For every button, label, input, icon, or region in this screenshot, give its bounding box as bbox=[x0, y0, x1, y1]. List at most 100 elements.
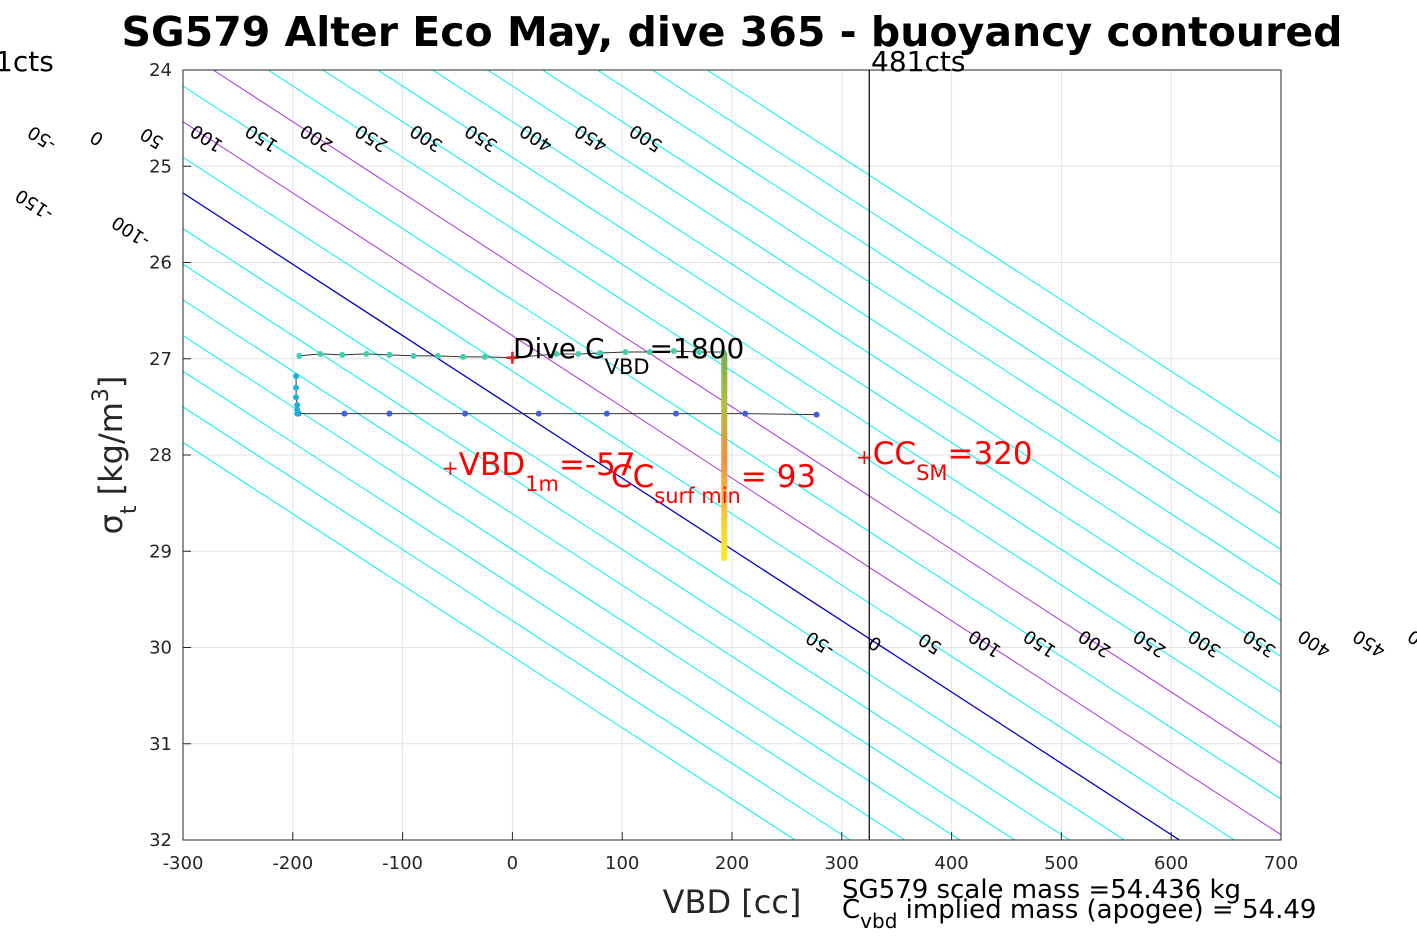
series-point bbox=[553, 350, 560, 357]
contour-line bbox=[183, 370, 906, 840]
contour-line bbox=[183, 263, 1070, 840]
dive-series bbox=[293, 348, 820, 418]
contour-line bbox=[377, 70, 1281, 658]
surface-bar bbox=[721, 352, 728, 561]
series-point bbox=[673, 410, 680, 417]
contour-line bbox=[183, 406, 851, 840]
series-point bbox=[696, 349, 703, 356]
y-tick-label: 28 bbox=[149, 445, 172, 466]
y-tick-label: 25 bbox=[149, 156, 172, 177]
series-point bbox=[603, 410, 610, 417]
series-point bbox=[341, 410, 348, 417]
contour-line bbox=[322, 70, 1281, 693]
series-point bbox=[296, 352, 303, 359]
x-tick-label: 500 bbox=[1044, 853, 1078, 874]
contour-line bbox=[183, 121, 1281, 836]
contour-line bbox=[212, 70, 1281, 764]
series-point bbox=[646, 349, 653, 356]
contour-label: 500 bbox=[626, 120, 666, 156]
chart-title: SG579 Alter Eco May, dive 365 - buoyancy… bbox=[121, 8, 1342, 56]
x-tick-label: 100 bbox=[605, 853, 639, 874]
contour-label: 50 bbox=[915, 628, 946, 658]
x-tick-label: 0 bbox=[507, 853, 518, 874]
series-point bbox=[481, 353, 488, 360]
contour-label: 450 bbox=[571, 120, 611, 156]
contour-label: 0 bbox=[87, 126, 108, 150]
x-tick-label: -300 bbox=[163, 853, 204, 874]
contour-label: -50 bbox=[802, 626, 838, 660]
series-point bbox=[813, 411, 820, 418]
series-point bbox=[597, 349, 604, 356]
series-point bbox=[575, 350, 582, 357]
scale-mass-note: SG579 scale mass =54.436 kg bbox=[842, 875, 1241, 905]
series-point bbox=[339, 351, 346, 358]
contour-line bbox=[183, 156, 1235, 840]
series-point bbox=[410, 352, 417, 359]
buoyancy-contours bbox=[183, 70, 1281, 840]
series-point bbox=[386, 351, 393, 358]
contour-line bbox=[487, 70, 1281, 586]
x-tick-label: 700 bbox=[1264, 853, 1298, 874]
y-tick-label: 27 bbox=[149, 349, 172, 370]
implied-mass-note: Cvbd implied mass (apogee) = 54.49 bbox=[842, 895, 1316, 933]
surface-bar-rect bbox=[721, 352, 728, 561]
contour-label: 400 bbox=[1294, 625, 1334, 661]
y-tick-label: 29 bbox=[149, 541, 172, 562]
contour-line bbox=[597, 70, 1281, 515]
series-point bbox=[293, 384, 300, 391]
x-tick-labels: -300 -200 -100 0 100 200 300 400 500 600 700 bbox=[163, 832, 1298, 874]
series-point bbox=[363, 350, 370, 357]
y-tick-label: 30 bbox=[149, 638, 172, 659]
contour-label: 200 bbox=[1075, 625, 1115, 661]
x-tick-label: -200 bbox=[272, 853, 313, 874]
contour-label: 150 bbox=[242, 120, 282, 156]
y-tick-label: 26 bbox=[149, 253, 172, 274]
x-tick-label: -100 bbox=[382, 853, 423, 874]
contour-line bbox=[183, 441, 796, 840]
contour-line bbox=[183, 334, 961, 840]
svg-text:σt [kg/m3]: σt [kg/m3] bbox=[89, 376, 142, 535]
contour-label: -50 bbox=[24, 121, 60, 155]
series-point bbox=[459, 353, 466, 360]
y-tick-labels: 24 25 26 27 28 29 30 31 32 bbox=[149, 60, 191, 851]
contour-label: 350 bbox=[1239, 625, 1279, 661]
contour-label: 100 bbox=[187, 120, 227, 156]
x-tick-label: 200 bbox=[715, 853, 749, 874]
contour-label: 250 bbox=[1130, 625, 1170, 661]
contour-line bbox=[432, 70, 1281, 622]
series-line bbox=[299, 350, 724, 359]
x-tick-label: 400 bbox=[934, 853, 968, 874]
x-tick-label: 300 bbox=[825, 853, 859, 874]
contour-label: 400 bbox=[516, 120, 556, 156]
x-tick-label: 600 bbox=[1154, 853, 1188, 874]
contour-label: 100 bbox=[965, 625, 1005, 661]
series-point bbox=[294, 401, 301, 408]
grid-lines bbox=[182, 69, 1282, 841]
dive-cvbd-marker bbox=[506, 351, 519, 364]
series-point bbox=[535, 410, 542, 417]
annotation-vbd1m: +VBD1m=-57 bbox=[442, 447, 636, 496]
contour-line bbox=[652, 70, 1281, 479]
x-axis-label: VBD [cc] bbox=[663, 883, 802, 921]
contour-line bbox=[183, 192, 1180, 840]
y-axis-label: σt [kg/m3] bbox=[89, 376, 142, 535]
contour-label: 50 bbox=[137, 123, 168, 153]
series-point bbox=[670, 348, 677, 355]
series-line bbox=[298, 413, 817, 416]
contour-label: 300 bbox=[1185, 625, 1225, 661]
contour-label: 150 bbox=[1020, 625, 1060, 661]
contour-label: 200 bbox=[297, 120, 337, 156]
contour-label: 300 bbox=[406, 120, 446, 156]
series-point bbox=[386, 410, 393, 417]
contour-label: 350 bbox=[461, 120, 501, 156]
annotation-ccsm: +CCSM=320 bbox=[856, 436, 1033, 485]
y-tick-label: 24 bbox=[149, 60, 172, 81]
contour-label: 500 bbox=[1404, 625, 1417, 661]
contour-line bbox=[183, 85, 1281, 800]
series-point bbox=[293, 394, 300, 401]
series-point bbox=[462, 410, 469, 417]
contour-line bbox=[183, 228, 1125, 840]
contour-label: -100 bbox=[108, 211, 154, 251]
contour-line bbox=[183, 299, 1016, 840]
